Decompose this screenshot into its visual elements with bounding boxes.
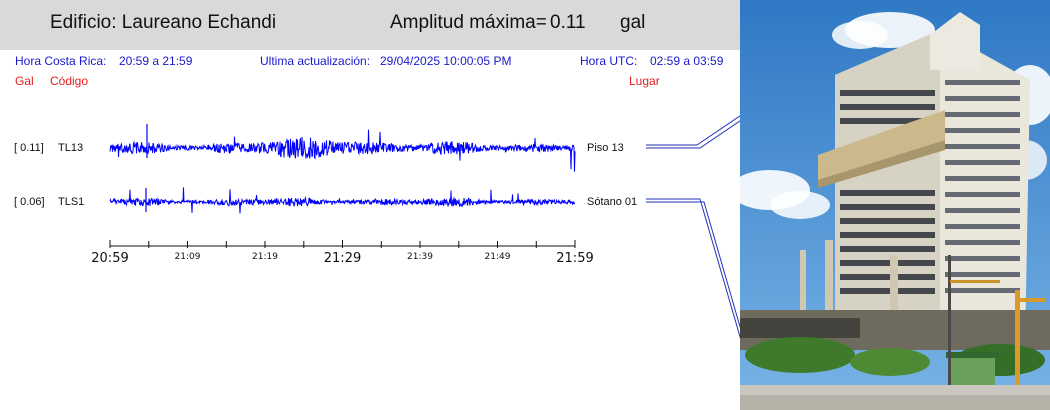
update-value: 29/04/2025 10:00:05 PM bbox=[380, 54, 512, 68]
code-tls1: TLS1 bbox=[58, 196, 85, 208]
utc-time-label: Hora UTC: bbox=[580, 54, 638, 68]
axis-label-minor: 21:09 bbox=[175, 252, 201, 262]
update-label: Ultima actualización: bbox=[260, 54, 371, 68]
time-axis: 20:59 21:29 21:59 21:09 21:19 21:39 21:49 bbox=[91, 240, 594, 266]
header-bar: Edificio: Laureano Echandi Amplitud máxi… bbox=[0, 0, 740, 50]
gal-value-tls1: [ 0.06] bbox=[14, 196, 45, 208]
gal-value-tl13: [ 0.11] bbox=[14, 142, 44, 154]
gal-column-header: Gal bbox=[15, 74, 34, 88]
place-tl13: Piso 13 bbox=[587, 142, 624, 154]
building-title: Edificio: Laureano Echandi bbox=[50, 12, 277, 33]
max-amplitude-unit: gal bbox=[620, 12, 646, 33]
axis-label-major: 21:59 bbox=[556, 251, 593, 266]
code-tl13: TL13 bbox=[58, 142, 84, 154]
waveform-tls1 bbox=[109, 187, 576, 214]
axis-label-minor: 21:19 bbox=[252, 252, 278, 262]
max-amplitude-label: Amplitud máxima= bbox=[390, 12, 547, 33]
utc-time-value: 02:59 a 03:59 bbox=[650, 54, 724, 68]
cr-time-value: 20:59 a 21:59 bbox=[119, 54, 193, 68]
cr-time-label: Hora Costa Rica: bbox=[15, 54, 107, 68]
building-photo bbox=[740, 0, 1050, 410]
waveform-traces bbox=[109, 124, 576, 214]
axis-label-minor: 21:39 bbox=[407, 252, 433, 262]
axis-label-major: 21:29 bbox=[324, 251, 361, 266]
max-amplitude-value: 0.11 bbox=[550, 12, 586, 33]
axis-label-major: 20:59 bbox=[91, 251, 128, 266]
place-tls1: Sótano 01 bbox=[587, 196, 638, 208]
place-column-header: Lugar bbox=[629, 74, 660, 88]
waveform-tl13 bbox=[109, 129, 576, 172]
code-column-header: Código bbox=[50, 74, 89, 88]
axis-label-minor: 21:49 bbox=[485, 252, 511, 262]
